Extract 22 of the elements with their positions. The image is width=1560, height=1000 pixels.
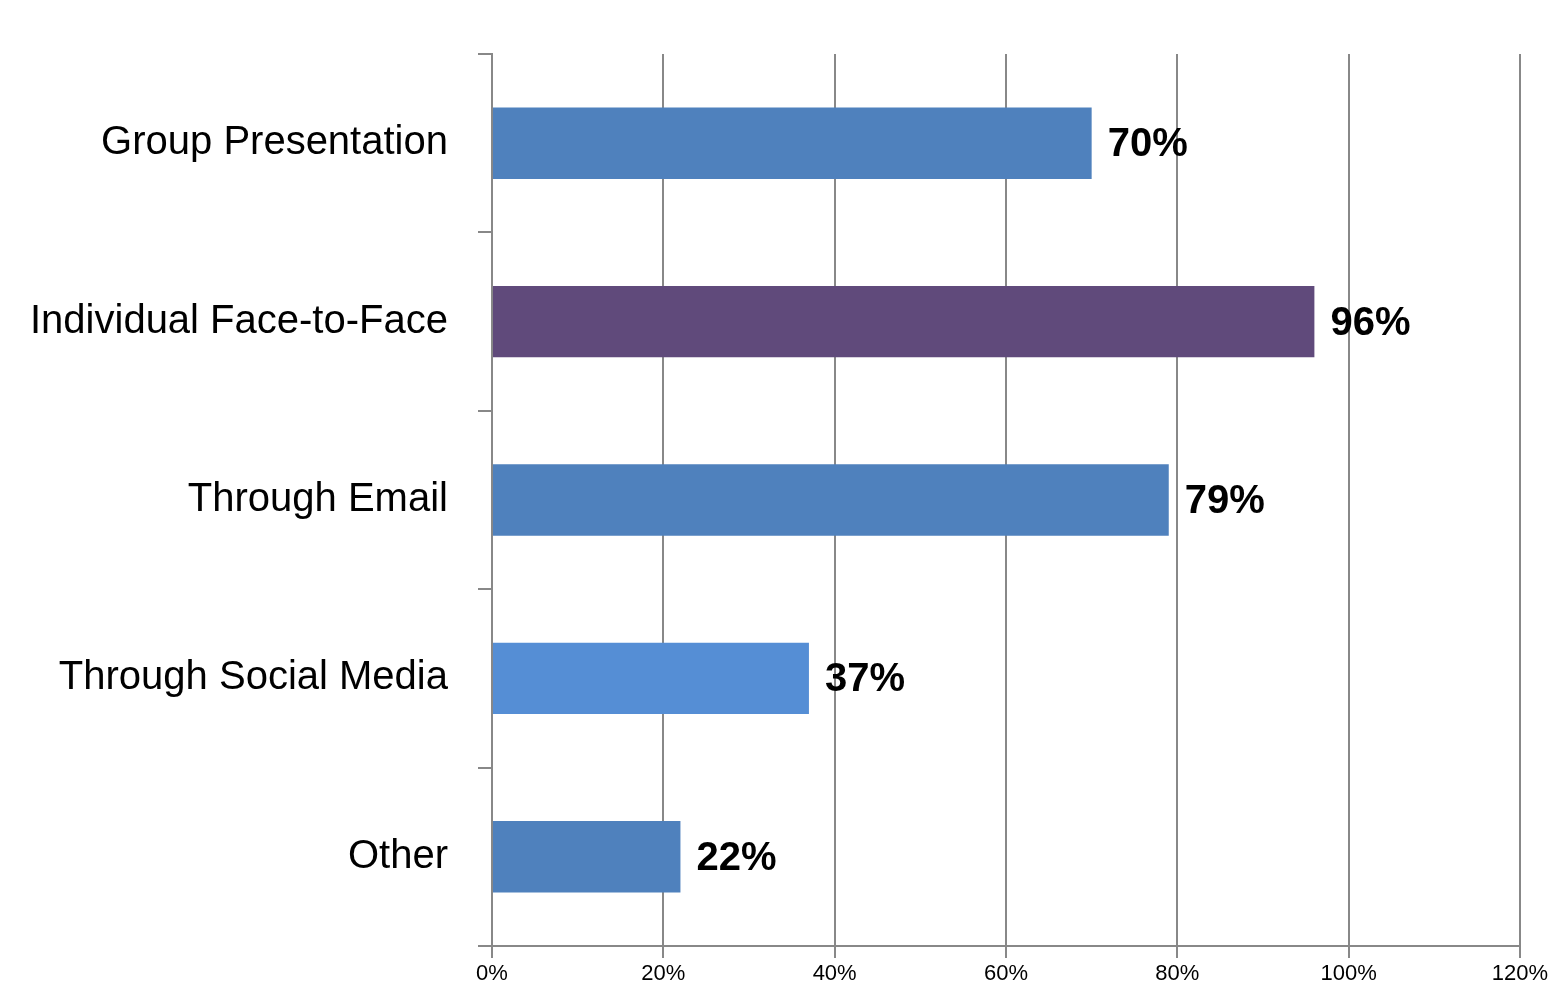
y-tick-label: Group Presentation	[101, 118, 448, 163]
bar	[492, 285, 1315, 358]
y-tick-label: Through Email	[187, 475, 448, 520]
x-tick-label: 60%	[983, 960, 1029, 986]
y-tick-label: Other	[347, 831, 448, 876]
data-label: 22%	[696, 833, 777, 878]
x-tick-label: 20%	[641, 960, 686, 986]
y-tick-label: Individual Face-to-Face	[30, 296, 448, 341]
data-label: 79%	[1184, 477, 1265, 522]
bar	[492, 642, 809, 715]
y-tick-label: Through Social Media	[58, 653, 449, 698]
x-tick-label: 80%	[1155, 960, 1200, 986]
x-tick-label: 120%	[1491, 960, 1549, 986]
x-tick-label: 40%	[812, 960, 857, 986]
bar	[492, 107, 1092, 179]
data-label: 70%	[1107, 120, 1188, 165]
x-tick-label: 100%	[1320, 960, 1377, 986]
data-label: 37%	[824, 655, 906, 700]
data-label: 96%	[1330, 298, 1411, 343]
x-tick-label: 0%	[476, 960, 508, 986]
bar	[492, 464, 1169, 536]
bar	[492, 821, 681, 893]
